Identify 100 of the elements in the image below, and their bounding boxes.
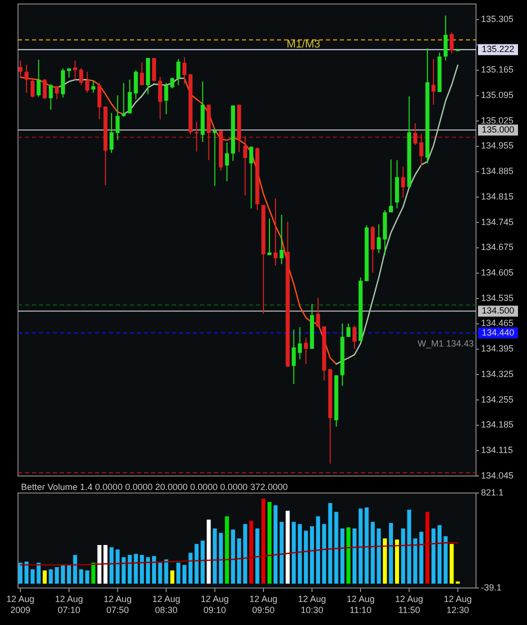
candlestick xyxy=(152,57,156,82)
bar xyxy=(212,528,217,584)
y-tick-label: 821.1 xyxy=(481,487,504,498)
y-tick-label: 134.605 xyxy=(481,268,514,278)
candlestick xyxy=(376,224,381,254)
bar xyxy=(128,554,132,584)
bar xyxy=(194,544,199,584)
candlestick xyxy=(79,68,84,86)
candlestick xyxy=(346,322,350,338)
bar xyxy=(352,528,357,584)
candlestick xyxy=(450,32,454,54)
ref-line-label: 134.500 xyxy=(482,306,514,316)
y-tick-label: 135.165 xyxy=(481,64,514,75)
candlestick xyxy=(274,198,278,266)
candlestick xyxy=(194,121,199,152)
y-tick-label: 134.745 xyxy=(481,216,514,227)
bar xyxy=(60,564,65,584)
bar xyxy=(140,554,144,584)
bar xyxy=(286,510,290,584)
bar xyxy=(73,554,78,584)
x-tick-label: 12 Aug 11:50 xyxy=(395,594,424,615)
candlestick xyxy=(304,337,308,365)
candlestick xyxy=(122,82,126,118)
bar xyxy=(316,516,320,584)
bar xyxy=(267,502,272,584)
candlestick xyxy=(316,297,320,328)
candlestick xyxy=(224,142,229,182)
candlestick xyxy=(85,71,90,94)
bar xyxy=(176,562,180,584)
bar xyxy=(231,530,236,584)
y-tick-label: -39.1 xyxy=(481,582,502,592)
candlestick xyxy=(134,70,138,100)
candlestick xyxy=(292,329,296,384)
bar xyxy=(85,570,90,584)
bar xyxy=(24,562,29,584)
x-tick-label: 12 Aug 11:10 xyxy=(346,594,375,615)
y-tick-label: 134.955 xyxy=(481,140,514,151)
bar xyxy=(298,524,302,584)
bar xyxy=(340,528,344,584)
y-tick-label: 134.255 xyxy=(481,394,514,404)
annotation: M1/M3 xyxy=(286,38,320,51)
bar xyxy=(346,527,350,584)
candlestick xyxy=(388,158,393,213)
bar xyxy=(364,507,369,584)
bar xyxy=(328,503,332,584)
bar xyxy=(322,524,326,584)
x-tick-label: 12 Aug 07:10 xyxy=(55,594,84,615)
bar xyxy=(370,522,375,584)
candlestick xyxy=(182,56,186,85)
bar xyxy=(146,557,150,584)
chart-title: Better Volume 1.4 0.0000 0.0000 20.0000 0.0000 0.0000 372.0000 xyxy=(21,482,288,492)
bar xyxy=(310,526,314,584)
candlestick xyxy=(164,82,168,115)
bar xyxy=(425,512,430,584)
candlestick xyxy=(267,218,272,256)
candlestick xyxy=(97,82,102,120)
y-tick-label: 135.025 xyxy=(481,115,514,126)
bar xyxy=(91,562,96,584)
bar xyxy=(182,564,186,584)
bar xyxy=(116,549,120,584)
bar xyxy=(200,540,205,584)
bar xyxy=(382,538,387,584)
bar xyxy=(103,545,108,584)
annotation: W_M1 134.43 xyxy=(418,338,474,349)
bar xyxy=(110,547,114,584)
bar xyxy=(274,505,278,584)
candlestick xyxy=(48,84,53,110)
x-tick-label: 12 Aug 07:50 xyxy=(104,594,132,615)
bar xyxy=(188,552,193,584)
bar xyxy=(30,569,35,584)
candlestick xyxy=(36,59,41,98)
y-tick-label: 135.305 xyxy=(481,14,514,24)
bar xyxy=(79,569,84,584)
x-tick-label: 12 Aug 08:30 xyxy=(152,594,180,615)
bar xyxy=(444,536,448,584)
bar xyxy=(401,528,406,584)
bar xyxy=(450,544,454,584)
x-tick-label: 12 Aug 12:30 xyxy=(444,594,472,615)
y-tick-label: 134.885 xyxy=(481,166,514,176)
candlestick xyxy=(54,86,59,100)
candlestick xyxy=(243,136,248,196)
bar xyxy=(243,524,248,584)
y-tick-label: 134.185 xyxy=(481,420,514,430)
candlestick xyxy=(401,166,406,198)
candlestick xyxy=(419,133,424,166)
bar xyxy=(224,516,229,584)
bar xyxy=(54,567,59,584)
bar xyxy=(164,559,168,584)
candlestick xyxy=(110,112,114,154)
bar xyxy=(395,540,400,584)
bar xyxy=(237,538,242,584)
bar xyxy=(413,538,418,584)
y-tick-label: 134.815 xyxy=(481,191,514,202)
candlestick xyxy=(24,64,29,94)
bar xyxy=(292,522,296,584)
y-tick-label: 134.675 xyxy=(481,242,514,252)
candlestick xyxy=(116,94,120,141)
candlestick xyxy=(249,146,254,209)
candlestick xyxy=(431,58,436,106)
bar xyxy=(456,581,460,584)
